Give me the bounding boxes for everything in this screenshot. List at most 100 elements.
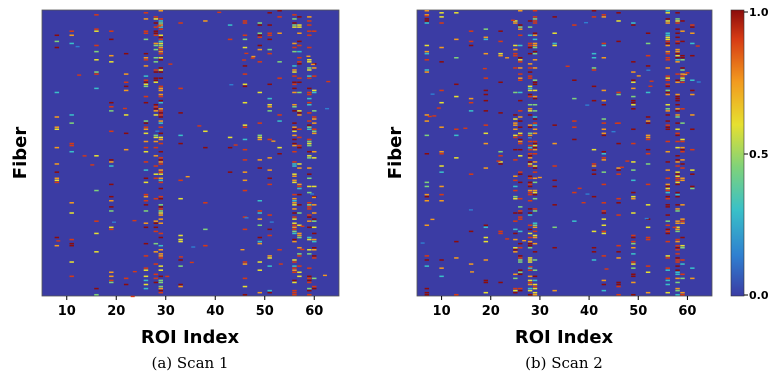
heatmap-cell: [513, 54, 518, 57]
heatmap-cell: [572, 97, 577, 100]
heatmap-cell: [153, 77, 159, 79]
heatmap-cell: [312, 212, 317, 214]
heatmap-cell: [675, 73, 680, 75]
heatmap-cell: [513, 185, 518, 188]
heatmap-cell: [665, 22, 670, 24]
heatmap-cell: [267, 12, 272, 14]
heatmap-cell: [616, 40, 621, 43]
heatmap-cell: [307, 236, 312, 239]
heatmap-cell: [518, 216, 523, 218]
heatmap-cell: [527, 283, 533, 286]
heatmap-cell: [616, 283, 621, 286]
heatmap-cell: [522, 239, 527, 242]
heatmap-cell: [680, 291, 685, 294]
heatmap-cell: [292, 222, 297, 224]
colorbar-tick-top: 1.0: [749, 6, 769, 19]
heatmap-cell: [312, 132, 317, 135]
heatmap-cell: [675, 54, 680, 57]
heatmap-cell: [292, 14, 297, 16]
heatmap-cell: [143, 85, 149, 88]
heatmap-cell: [513, 48, 518, 51]
heatmap-cell: [143, 150, 149, 153]
heatmap-cell: [665, 189, 670, 192]
heatmap-cell: [178, 240, 183, 243]
heatmap-cell: [601, 279, 607, 282]
heatmap-cell: [601, 202, 607, 204]
heatmap-cell: [292, 81, 297, 84]
heatmap-cell: [675, 114, 680, 116]
heatmap-cell: [132, 270, 137, 273]
heatmap-cell: [518, 181, 523, 184]
heatmap-cell: [424, 224, 430, 227]
heatmap-cell: [312, 91, 317, 94]
heatmap-cell: [158, 99, 164, 102]
heatmap-cell: [591, 163, 597, 165]
heatmap-cell: [307, 204, 312, 206]
heatmap-cell: [591, 10, 597, 12]
heatmap-cell: [690, 24, 695, 26]
heatmap-cell: [552, 179, 557, 182]
heatmap-cell: [54, 244, 60, 247]
heatmap-cell: [527, 144, 533, 147]
heatmap-cell: [424, 22, 430, 24]
heatmap-cell: [601, 212, 607, 214]
heatmap-cell: [439, 171, 444, 173]
heatmap-cell: [645, 238, 651, 241]
heatmap-cell: [424, 134, 430, 137]
heatmap-cell: [690, 89, 695, 92]
heatmap-cell: [267, 157, 272, 159]
heatmap-cell: [665, 93, 670, 96]
colorbar: 1.0 0.5 0.0: [730, 6, 769, 302]
heatmap-cell: [297, 246, 302, 249]
heatmap-cell: [498, 230, 503, 233]
heatmap-cell: [436, 107, 441, 109]
x-tick-label: 40: [580, 304, 598, 319]
heatmap-cell: [675, 257, 680, 259]
heatmap-cell: [665, 191, 670, 194]
heatmap-cell: [532, 103, 538, 106]
heatmap-cell: [94, 71, 99, 73]
heatmap-cell: [518, 212, 523, 214]
heatmap-cell: [680, 73, 685, 75]
heatmap-cell: [675, 281, 680, 284]
heatmap-cell: [297, 193, 302, 196]
heatmap-cell: [185, 175, 190, 178]
heatmap-cell: [297, 112, 302, 114]
heatmap-cell: [518, 140, 523, 143]
heatmap-cell: [69, 142, 74, 145]
y-axis-label-scan-2: Fiber: [385, 127, 406, 180]
heatmap-cell: [178, 142, 183, 145]
heatmap-cell: [680, 244, 685, 247]
heatmap-cell: [631, 101, 636, 104]
heatmap-cell: [109, 195, 114, 198]
heatmap-cell: [271, 140, 276, 142]
heatmap-cell: [153, 140, 159, 143]
heatmap-cell: [665, 277, 670, 280]
heatmap-cell: [665, 195, 670, 198]
heatmap-cell: [123, 73, 129, 75]
heatmap-cell: [292, 134, 297, 137]
heatmap-cell: [665, 12, 670, 14]
heatmap-cell: [153, 22, 159, 24]
heatmap-cell: [601, 16, 607, 18]
heatmap-cell: [143, 120, 149, 122]
heatmap-cell: [203, 202, 208, 204]
heatmap-cell: [665, 126, 670, 128]
heatmap-cell: [158, 116, 164, 118]
heatmap-cell: [242, 216, 248, 218]
heatmap-cell: [153, 108, 159, 110]
heatmap-cell: [307, 77, 312, 79]
heatmap-cell: [143, 283, 149, 286]
heatmap-cell: [498, 112, 503, 114]
heatmap-cell: [532, 95, 538, 98]
heatmap-cell: [300, 225, 305, 228]
heatmap-cell: [513, 220, 518, 222]
heatmap-cell: [532, 128, 538, 131]
heatmap-cell: [505, 238, 510, 240]
heatmap-cell: [109, 281, 114, 284]
heatmap-cell: [307, 138, 312, 141]
heatmap-cell: [665, 34, 670, 37]
heatmap-cell: [158, 197, 164, 200]
heatmap-cell: [631, 95, 636, 98]
heatmap-cell: [527, 293, 533, 296]
